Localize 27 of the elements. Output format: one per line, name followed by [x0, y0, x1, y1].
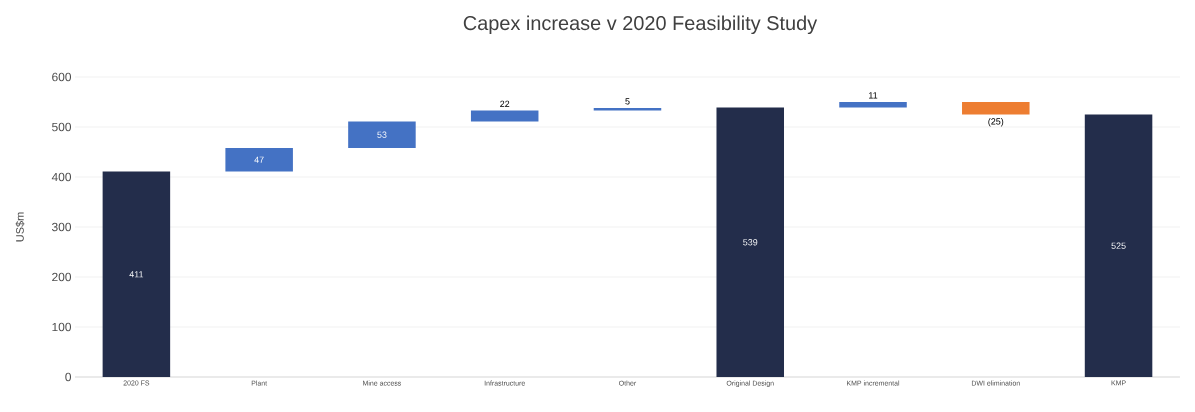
bar — [839, 102, 907, 108]
y-tick-label: 600 — [52, 72, 72, 82]
bar — [102, 171, 171, 377]
y-tick-label: 500 — [52, 122, 72, 132]
y-tick-label: 0 — [65, 372, 72, 382]
data-label: 5 — [625, 98, 630, 105]
data-label: 22 — [500, 100, 510, 107]
data-label: 525 — [1111, 242, 1126, 249]
data-label: 53 — [377, 131, 387, 138]
chart-title: Capex increase v 2020 Feasibility Study — [463, 15, 818, 35]
y-axis-title: US$m — [15, 212, 25, 242]
data-label: 411 — [129, 271, 144, 278]
data-label: 539 — [743, 239, 758, 246]
data-label: (25) — [988, 118, 1004, 127]
bar — [225, 148, 293, 172]
bar — [1084, 114, 1153, 377]
bar — [962, 102, 1030, 115]
bar — [348, 121, 416, 148]
bar — [716, 107, 784, 377]
y-tick-label: 100 — [52, 322, 72, 332]
y-tick-label: 200 — [52, 272, 72, 282]
y-tick-label: 300 — [51, 222, 72, 232]
y-tick-label: 400 — [51, 172, 72, 182]
bar — [593, 108, 662, 111]
data-label: 47 — [254, 156, 264, 163]
data-label: 11 — [869, 92, 878, 99]
bar — [470, 110, 539, 122]
